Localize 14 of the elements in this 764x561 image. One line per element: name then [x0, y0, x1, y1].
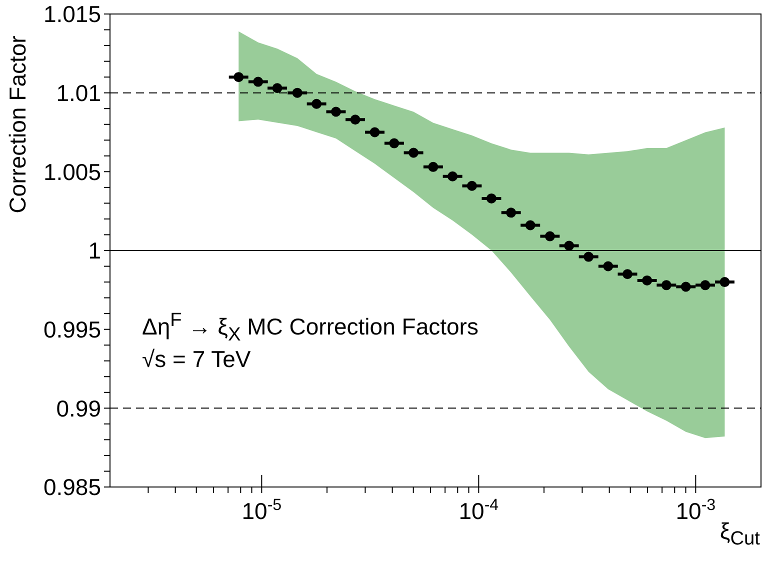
annotation: Δη$^{F}$ → ξ$_{X}$ MC Correction Factors [142, 310, 478, 346]
x-tick-label: 10$^{-4}$ [458, 496, 499, 524]
y-tick-label: 1.015 [43, 1, 101, 28]
x-tick-label: 10$^{-5}$ [242, 496, 282, 524]
x-tick-label: 10$^{-3}$ [676, 496, 716, 524]
y-tick-label: 1.01 [56, 80, 101, 106]
annotation: √s = 7 TeV [142, 346, 251, 373]
x-axis-title: ξ$_{Cut}$ [720, 518, 760, 551]
y-tick-label: 1 [88, 238, 101, 264]
y-tick-label: 0.995 [43, 316, 101, 342]
y-tick-label: 1.005 [43, 158, 101, 185]
y-tick-label: 0.985 [43, 474, 101, 500]
y-tick-label: 0.99 [56, 395, 101, 422]
y-axis-title: Correction Factor [4, 35, 32, 213]
